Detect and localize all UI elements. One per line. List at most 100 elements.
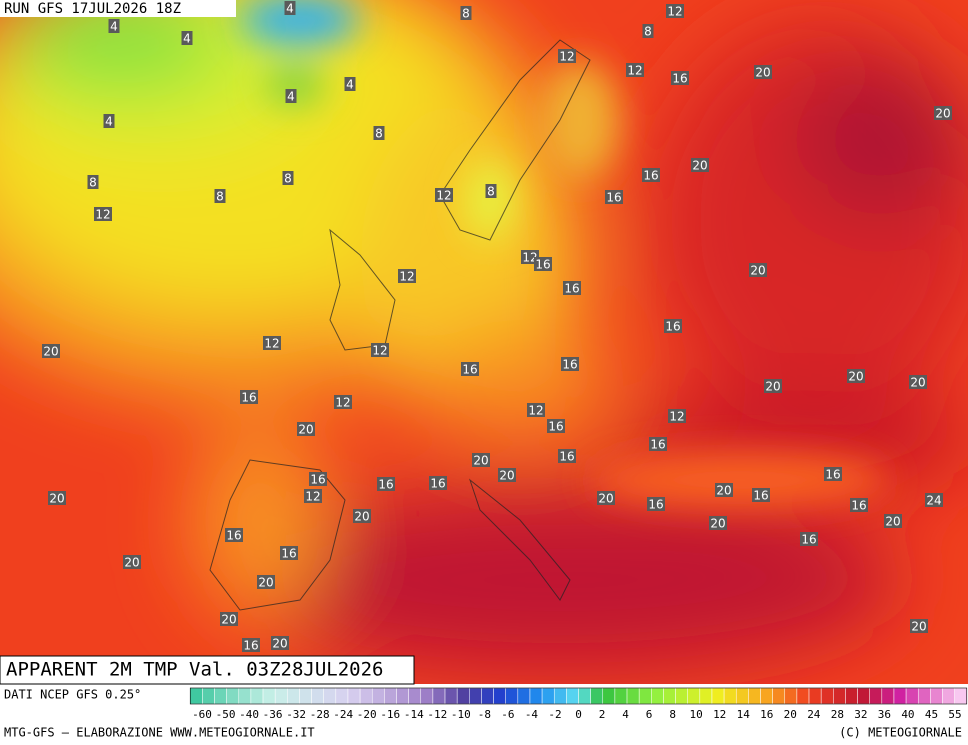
- contour-label: 20: [755, 66, 770, 80]
- label-box: [597, 491, 615, 505]
- colorbar-tick: 40: [901, 708, 914, 721]
- colorbar-cell: [287, 687, 300, 705]
- colorbar-cell: [311, 687, 324, 705]
- label-box: [280, 546, 298, 560]
- colorbar-tick: -20: [357, 708, 377, 721]
- colorbar-cell: [359, 687, 373, 705]
- contour-label: 16: [672, 72, 687, 86]
- contour-label: 20: [473, 454, 488, 468]
- label-box: [558, 49, 576, 63]
- contour-label: 4: [286, 2, 294, 16]
- contour-label: 4: [287, 90, 295, 104]
- label-box: [108, 19, 120, 33]
- footer-right: (C) METEOGIORNALE: [839, 726, 962, 740]
- colorbar-tick: 45: [925, 708, 938, 721]
- contour-label: 12: [305, 490, 320, 504]
- label-box: [754, 65, 772, 79]
- colorbar-cell: [250, 687, 264, 705]
- contour-label: 16: [564, 282, 579, 296]
- colorbar-tick: 6: [646, 708, 653, 721]
- colorbar-cell: [590, 687, 604, 705]
- contour-label: 20: [848, 370, 863, 384]
- contour-label: 12: [528, 404, 543, 418]
- colorbar-tick: -2: [548, 708, 561, 721]
- contour-label: 20: [911, 620, 926, 634]
- contour-label: 16: [606, 191, 621, 205]
- label-box: [824, 467, 842, 481]
- label-box: [752, 488, 770, 502]
- contour-label: 20: [750, 264, 765, 278]
- label-box: [285, 89, 297, 103]
- label-box: [910, 619, 928, 633]
- label-box: [547, 419, 565, 433]
- contour-label: 12: [264, 337, 279, 351]
- colorbar-cell: [784, 687, 798, 705]
- label-box: [649, 437, 667, 451]
- label-box: [334, 395, 352, 409]
- colorbar-cell: [529, 687, 543, 705]
- contour-label: 20: [710, 517, 725, 531]
- label-box: [498, 468, 516, 482]
- label-box: [647, 497, 665, 511]
- colorbar-cell: [408, 687, 422, 705]
- colorbar-cell: [274, 687, 288, 705]
- label-box: [909, 375, 927, 389]
- colorbar-tick: 24: [807, 708, 821, 721]
- contour-label: 12: [436, 189, 451, 203]
- label-box: [925, 493, 943, 507]
- colorbar-cell: [845, 687, 858, 705]
- label-box: [709, 516, 727, 530]
- contour-label: 16: [462, 363, 477, 377]
- contour-label: 8: [216, 190, 224, 204]
- contour-label: 16: [310, 473, 325, 487]
- colorbar-tick: -4: [525, 708, 539, 721]
- contour-label: 16: [243, 639, 258, 653]
- colorbar-tick: 14: [737, 708, 751, 721]
- label-box: [485, 184, 497, 198]
- label-box: [642, 168, 660, 182]
- label-box: [461, 362, 479, 376]
- source: DATI NCEP GFS 0.25°: [4, 688, 141, 702]
- colorbar-cell: [820, 687, 834, 705]
- colorbar-cell: [566, 687, 579, 705]
- contour-label: 16: [226, 529, 241, 543]
- colorbar-tick: 20: [784, 708, 797, 721]
- label-box: [214, 189, 226, 203]
- contour-label: 12: [559, 50, 574, 64]
- contour-label: 20: [272, 637, 287, 651]
- label-box: [800, 532, 818, 546]
- label-box: [749, 263, 767, 277]
- contour-label: 12: [335, 396, 350, 410]
- label-box: [934, 106, 952, 120]
- label-box: [642, 24, 654, 38]
- colorbar-tick: 4: [622, 708, 629, 721]
- colorbar-cell: [760, 687, 773, 705]
- contour-label: 12: [95, 208, 110, 222]
- colorbar-cell: [893, 687, 907, 705]
- run-title: RUN GFS 17JUL2026 18Z: [4, 1, 181, 17]
- contour-label: 16: [801, 533, 816, 547]
- contour-label: 4: [183, 32, 191, 46]
- contour-label: 12: [669, 410, 684, 424]
- label-box: [240, 390, 258, 404]
- label-box: [377, 477, 395, 491]
- label-box: [534, 257, 552, 271]
- contour-label: 12: [627, 64, 642, 78]
- colorbar-cell: [226, 687, 240, 705]
- label-box: [850, 498, 868, 512]
- contour-label: 16: [535, 258, 550, 272]
- contour-label: 4: [105, 115, 113, 129]
- colorbar-cell: [323, 687, 337, 705]
- colorbar-tick: 16: [760, 708, 773, 721]
- colorbar-cell: [299, 687, 312, 705]
- colorbar-cell: [796, 687, 810, 705]
- contour-label: 20: [692, 159, 707, 173]
- label-box: [664, 319, 682, 333]
- label-box: [691, 158, 709, 172]
- colorbar-cell: [917, 687, 931, 705]
- colorbar-cell: [553, 687, 567, 705]
- colorbar-cell: [347, 687, 361, 705]
- contour-label: 20: [49, 492, 64, 506]
- contour-label: 20: [221, 613, 236, 627]
- label-box: [429, 476, 447, 490]
